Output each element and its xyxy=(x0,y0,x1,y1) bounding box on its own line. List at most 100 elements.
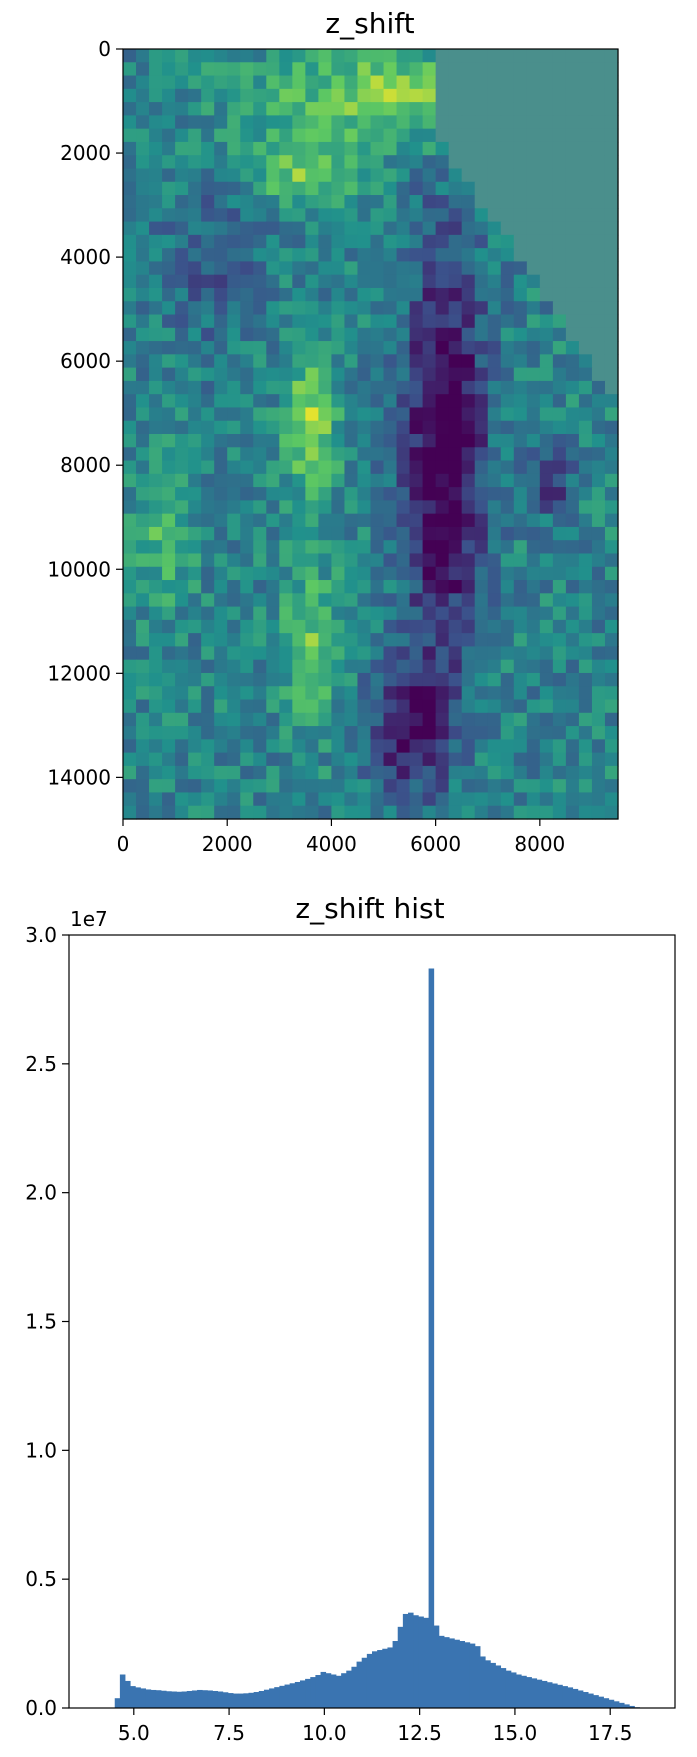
heatmap-cell xyxy=(487,460,502,475)
heatmap-cell xyxy=(565,739,580,754)
heatmap-cell xyxy=(253,805,267,820)
heatmap-cell xyxy=(513,473,528,488)
heatmap-cell xyxy=(474,739,489,754)
heatmap-cell xyxy=(383,195,398,209)
heatmap-cell xyxy=(149,62,163,77)
heatmap-cell xyxy=(487,487,502,501)
heatmap-cell xyxy=(370,712,385,727)
heatmap-cell xyxy=(565,354,580,369)
heatmap-cell xyxy=(591,367,606,382)
heatmap-cell xyxy=(604,513,619,528)
y-tick-label: 10000 xyxy=(47,557,111,581)
heatmap-cell xyxy=(578,102,593,116)
heatmap-cell xyxy=(331,394,346,409)
heatmap-cell xyxy=(448,633,463,648)
heatmap-cell xyxy=(162,447,176,462)
heatmap-cell xyxy=(565,646,580,661)
heatmap-cell xyxy=(370,88,385,103)
histogram-bar xyxy=(536,1679,543,1708)
heatmap-cell xyxy=(136,341,150,355)
heatmap-cell xyxy=(331,287,346,302)
heatmap-cell xyxy=(513,792,528,807)
heatmap-cell xyxy=(240,195,254,209)
heatmap-cell xyxy=(253,274,267,289)
heatmap-cell xyxy=(305,155,319,170)
heatmap-cell xyxy=(318,672,333,687)
heatmap-cell xyxy=(565,699,580,714)
heatmap-cell xyxy=(136,513,150,528)
heatmap-cell xyxy=(435,487,450,501)
heatmap-cell xyxy=(604,540,619,555)
heatmap-cell xyxy=(175,181,189,196)
heatmap-cell xyxy=(370,261,385,276)
heatmap-cell xyxy=(409,75,424,90)
heatmap-cell xyxy=(513,88,528,103)
heatmap-cell xyxy=(136,659,150,674)
heatmap-cell xyxy=(409,181,424,196)
heatmap-cell xyxy=(227,752,241,767)
heatmap-cell xyxy=(344,115,359,130)
heatmap-cell xyxy=(188,580,202,594)
heatmap-cell xyxy=(357,672,372,687)
heatmap-cell xyxy=(292,739,306,754)
heatmap-cell xyxy=(331,141,346,156)
heatmap-cell xyxy=(188,487,202,501)
heatmap-cell xyxy=(539,380,554,395)
heatmap-cell xyxy=(370,792,385,807)
histogram-bar xyxy=(320,1671,327,1708)
heatmap-cell xyxy=(214,181,228,196)
heatmap-cell xyxy=(383,88,398,103)
heatmap-cell xyxy=(357,168,372,183)
heatmap-cell xyxy=(136,593,150,608)
heatmap-cell xyxy=(552,327,567,342)
heatmap-cell xyxy=(149,686,163,701)
heatmap-cell xyxy=(552,659,567,674)
heatmap-cell xyxy=(474,540,489,555)
heatmap-cell xyxy=(175,314,189,329)
heatmap-cell xyxy=(409,487,424,501)
heatmap-cell xyxy=(591,473,606,488)
heatmap-cell xyxy=(422,686,437,701)
heatmap-cell xyxy=(539,354,554,369)
heatmap-cell xyxy=(305,115,319,130)
heatmap-cell xyxy=(227,155,241,170)
heatmap-cell xyxy=(487,765,502,780)
heatmap-cell xyxy=(383,726,398,740)
heatmap-cell xyxy=(344,765,359,780)
heatmap-cell xyxy=(149,168,163,183)
heatmap-cell xyxy=(578,234,593,249)
heatmap-cell xyxy=(526,141,541,156)
heatmap-cell xyxy=(370,128,385,143)
heatmap-cell xyxy=(123,155,137,170)
heatmap-cell xyxy=(279,712,293,727)
heatmap-cell xyxy=(292,752,306,767)
heatmap-cell xyxy=(149,646,163,661)
heatmap-cell xyxy=(500,248,515,263)
heatmap-cell xyxy=(279,208,293,223)
heatmap-cell xyxy=(357,208,372,223)
heatmap-cell xyxy=(526,593,541,608)
heatmap-cell xyxy=(474,261,489,276)
heatmap-cell xyxy=(331,726,346,740)
heatmap-cell xyxy=(604,606,619,621)
heatmap-cell xyxy=(305,473,319,488)
heatmap-cell xyxy=(266,367,280,382)
heatmap-cell xyxy=(292,699,306,714)
heatmap-cell xyxy=(214,646,228,661)
heatmap-cell xyxy=(435,593,450,608)
heatmap-cell xyxy=(591,739,606,754)
heatmap-cell xyxy=(513,49,528,63)
heatmap-cell xyxy=(292,460,306,475)
heatmap-cell xyxy=(227,460,241,475)
heatmap-cell xyxy=(279,234,293,249)
heatmap-cell xyxy=(227,301,241,316)
heatmap-cell xyxy=(292,593,306,608)
heatmap-cell xyxy=(357,301,372,316)
heatmap-cell xyxy=(201,287,215,302)
heatmap-cell xyxy=(279,168,293,183)
heatmap-cell xyxy=(214,447,228,462)
heatmap-cell xyxy=(409,248,424,263)
heatmap-cell xyxy=(396,301,411,316)
heatmap-cell xyxy=(552,580,567,594)
heatmap-cell xyxy=(188,208,202,223)
